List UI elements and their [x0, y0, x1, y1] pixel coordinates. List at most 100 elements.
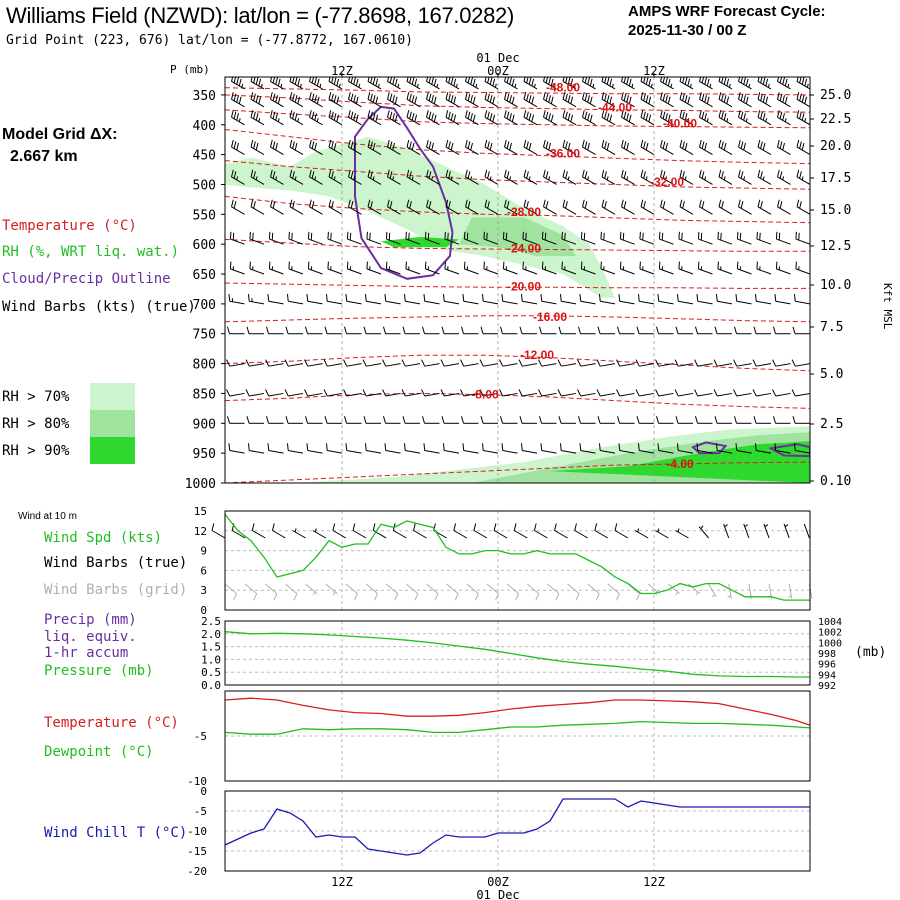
barb-flag	[336, 78, 340, 87]
isotherm-label: -24.00	[507, 241, 541, 255]
barb-shaft	[803, 523, 810, 539]
barb-shaft	[717, 392, 733, 397]
wind-barb	[562, 169, 577, 185]
surface-wind-barb-true	[554, 523, 568, 539]
surface-wind-legend-0: Wind Spd (kts)	[44, 530, 162, 546]
barb-half-flag	[241, 83, 244, 88]
barb-shaft	[250, 206, 265, 215]
wind-barb	[406, 110, 421, 126]
pressure-tick-label: 750	[193, 328, 216, 343]
barb-flag	[674, 359, 679, 367]
wind-barb	[402, 326, 420, 335]
barb-flag	[305, 326, 308, 334]
barb-flag	[406, 139, 410, 148]
barb-flag	[442, 443, 445, 451]
barb-flag	[405, 231, 407, 240]
barb-shaft	[483, 363, 499, 367]
barb-flag	[772, 389, 777, 397]
barb-flag	[721, 201, 724, 209]
isotherm-line-7	[225, 282, 810, 289]
barb-flag	[406, 77, 409, 82]
barb-flag	[266, 326, 269, 334]
barb-shaft	[249, 300, 265, 305]
barb-flag	[643, 141, 646, 149]
barb-flag	[782, 77, 785, 85]
barb-flag	[236, 142, 239, 151]
temp-tick-label: -10	[187, 775, 207, 788]
wind-barb	[305, 326, 323, 335]
surface-wind-barb-grid	[345, 583, 358, 601]
wind-barb	[227, 416, 245, 424]
barb-flag	[509, 113, 512, 121]
barb-shaft	[502, 450, 518, 454]
barb-flag	[467, 111, 471, 119]
wind-barb	[694, 389, 713, 397]
barb-flag	[700, 232, 703, 241]
wind-barb	[247, 293, 265, 305]
barb-flag	[595, 593, 600, 601]
barb-flag	[587, 77, 590, 85]
wind-barb	[309, 169, 323, 185]
barb-shaft	[504, 98, 518, 108]
barb-flag	[740, 201, 744, 209]
barb-flag	[217, 113, 219, 120]
barb-shaft	[393, 530, 407, 539]
barb-shaft	[567, 583, 580, 595]
barb-half-flag	[626, 176, 629, 181]
barb-half-flag	[631, 83, 634, 88]
barb-half-flag	[236, 176, 239, 181]
barb-half-flag	[784, 524, 789, 528]
wind-barb	[421, 359, 440, 367]
barb-flag	[353, 593, 358, 601]
barb-flag	[662, 171, 666, 179]
wind-barb	[465, 110, 479, 126]
barb-flag	[441, 326, 445, 334]
barb-flag	[363, 326, 367, 334]
barb-flag	[684, 113, 688, 121]
barb-flag	[414, 78, 418, 87]
barb-shaft	[698, 526, 709, 539]
rh-region-90-2	[381, 237, 459, 248]
barb-flag	[492, 96, 496, 104]
wind-barb	[777, 199, 791, 215]
barb-half-flag	[314, 528, 317, 533]
precip-legend-1: liq. equiv.	[44, 629, 137, 645]
barb-shaft	[640, 146, 655, 156]
barb-flag	[265, 359, 270, 367]
barb-flag	[640, 139, 644, 148]
barb-flag	[286, 293, 289, 302]
barb-flag	[660, 139, 663, 148]
barb-shaft	[483, 300, 499, 305]
wind-barb	[229, 231, 245, 245]
barb-shaft	[289, 116, 304, 126]
wind-barb	[405, 231, 421, 245]
barb-flag	[331, 171, 334, 179]
wind-barb	[558, 326, 576, 335]
barb-shaft	[346, 450, 362, 454]
wind-barb	[484, 110, 499, 126]
barb-flag	[405, 261, 407, 269]
surface-wind-barb-grid	[567, 583, 580, 601]
barb-flag	[372, 523, 376, 531]
barb-flag	[520, 443, 523, 451]
isotherm-label: -28.00	[507, 205, 541, 219]
surface-wind-barb-true	[675, 528, 689, 539]
wind-barb	[558, 416, 576, 424]
wind-barb	[384, 293, 401, 305]
barb-flag	[479, 389, 484, 397]
wind-barb	[266, 416, 284, 424]
barb-shaft	[426, 146, 440, 156]
wind-barb	[621, 110, 635, 126]
wind-barb	[442, 293, 460, 305]
barb-flag	[606, 142, 610, 151]
surface-wind-barb-true	[723, 523, 730, 539]
barb-flag	[403, 293, 406, 302]
surface-wind-barb-grid	[426, 583, 439, 601]
barb-flag	[777, 199, 780, 207]
wind-barb	[699, 92, 713, 108]
barb-flag	[292, 201, 295, 209]
barb-flag	[606, 113, 610, 121]
barb-half-flag	[431, 176, 434, 181]
barb-flag	[387, 139, 390, 148]
barb-half-flag	[411, 176, 414, 181]
